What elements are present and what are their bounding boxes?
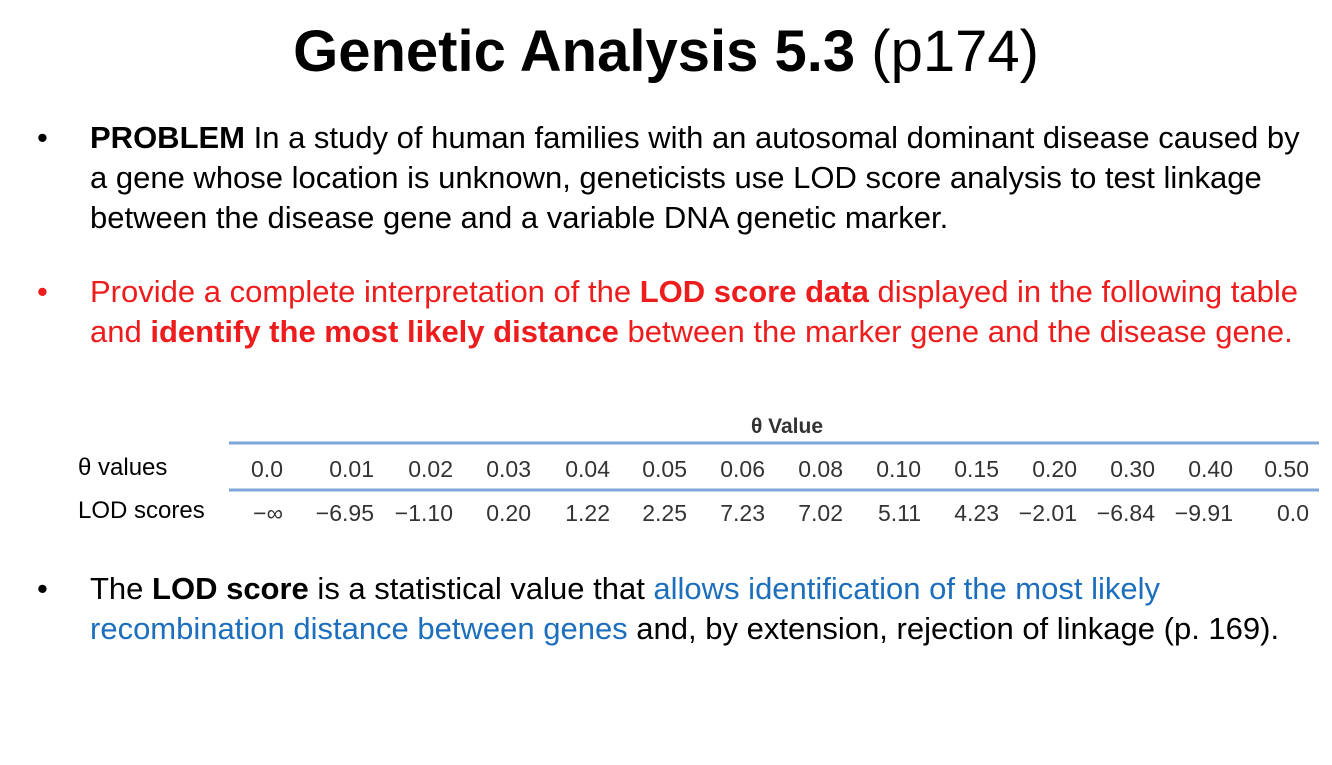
lod-score-cell: 0.20 (486, 500, 531, 526)
table-header-theta-value: θ Value (751, 415, 823, 438)
task-text-2: displayed in the following table and (90, 274, 1298, 349)
lod-score-cell: −1.10 (395, 500, 453, 526)
theta-value-cell: 0.10 (876, 456, 921, 482)
lod-row-label: LOD scores (78, 497, 205, 524)
theta-value-cell: 0.02 (408, 456, 453, 482)
lod-score-cell: 4.23 (954, 500, 999, 526)
lod-score-table: θ Value 0.0 0.01 0.02 0.03 0.04 0.05 0.06 0.08 0… (229, 415, 1319, 526)
theta-value-cell: 0.15 (954, 456, 999, 482)
task-text-1: Provide a complete interpretation of the (90, 274, 640, 309)
theta-value-cell: 0.08 (798, 456, 843, 482)
lod-score-cell: −2.01 (1019, 500, 1077, 526)
lod-score-cell: 2.25 (642, 500, 687, 526)
slide-title: Genetic Analysis 5.3 (p174) (0, 18, 1332, 86)
lod-text-3: and, by extension, rejection of linkage … (627, 611, 1280, 646)
theta-value-cell: 0.01 (329, 456, 374, 482)
theta-value-cell: 0.06 (720, 456, 765, 482)
bullet-marker: • (37, 274, 48, 309)
theta-value-cell: 0.40 (1188, 456, 1233, 482)
lod-emphasis: LOD score (152, 571, 309, 606)
task-emphasis-lod-data: LOD score data (639, 274, 869, 309)
title-page-ref: (p174) (871, 19, 1039, 84)
theta-value-cell: 0.05 (642, 456, 687, 482)
theta-row-label: θ values (78, 454, 168, 481)
problem-label: PROBLEM (90, 120, 245, 155)
lod-score-cell: 7.02 (798, 500, 843, 526)
theta-value-cell: 0.30 (1110, 456, 1155, 482)
lod-score-cell: −9.91 (1175, 500, 1233, 526)
bullet-marker: • (37, 571, 48, 606)
problem-text: In a study of human families with an aut… (90, 120, 1300, 235)
title-main: Genetic Analysis 5.3 (293, 19, 856, 84)
theta-value-cell: 0.20 (1032, 456, 1077, 482)
lod-score-cell: −6.84 (1097, 500, 1155, 526)
lod-score-cell: 5.11 (878, 500, 921, 526)
theta-value-cell: 0.03 (486, 456, 531, 482)
bullet-lod-definition: • The LOD score is a statistical value t… (37, 569, 1315, 649)
lod-text-1: The (90, 571, 153, 606)
lod-score-cell: 0.0 (1277, 500, 1309, 526)
task-text-3: between the marker gene and the disease … (618, 314, 1293, 349)
task-emphasis-distance: identify the most likely distance (150, 314, 619, 349)
theta-value-cell: 0.0 (251, 456, 283, 482)
lod-score-cell: 7.23 (720, 500, 765, 526)
lod-highlight-text: allows identification of the most likely… (90, 571, 1160, 646)
lod-score-cell: 1.22 (565, 500, 610, 526)
theta-value-cell: 0.50 (1264, 456, 1309, 482)
theta-values-row: 0.0 0.01 0.02 0.03 0.04 0.05 0.06 0.08 0.10 0.15 0… (251, 456, 1309, 482)
bullet-task: • Provide a complete interpretation of t… (37, 272, 1315, 352)
lod-scores-row: −∞ −6.95 −1.10 0.20 1.22 2.25 7.23 7.02 5.11 4.23… (253, 500, 1309, 526)
lod-text-2: is a statistical value that (308, 571, 654, 606)
bullet-marker: • (37, 120, 48, 155)
lod-score-cell: −∞ (253, 500, 283, 526)
theta-value-cell: 0.04 (565, 456, 610, 482)
bullet-problem: • PROBLEM In a study of human families w… (37, 118, 1315, 238)
lod-score-cell: −6.95 (316, 500, 374, 526)
